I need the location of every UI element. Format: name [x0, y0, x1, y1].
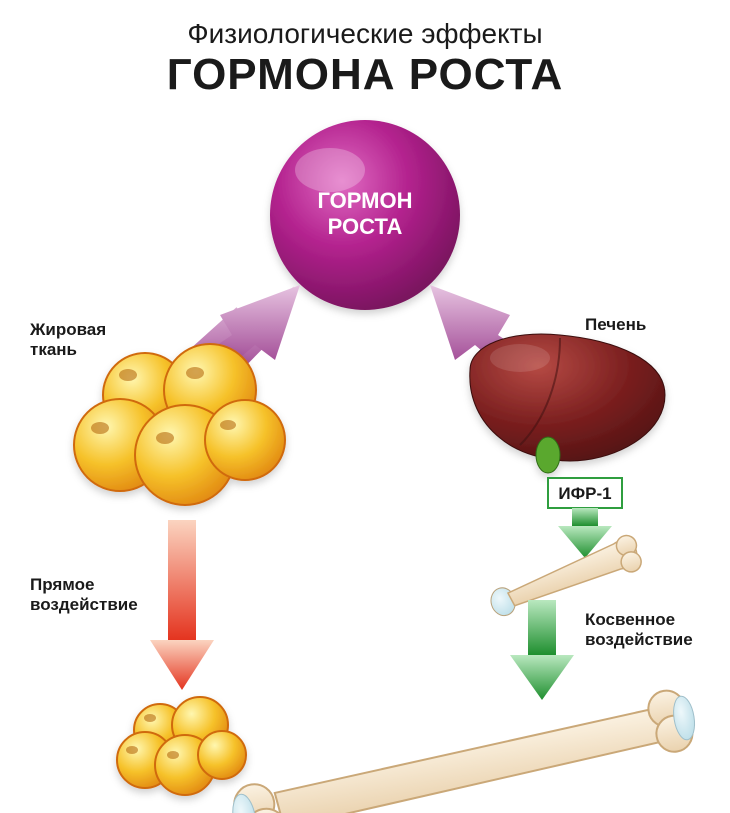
fat-cells-large — [74, 344, 285, 505]
liver-label: Печень — [585, 315, 646, 335]
sphere-label-2: РОСТА — [328, 214, 403, 239]
fat-label: Жировая ткань — [30, 320, 106, 360]
bone-large — [224, 687, 704, 813]
bone-small — [483, 533, 645, 618]
igf-label: ИФР-1 — [558, 484, 611, 503]
fat-cells-small — [117, 697, 246, 795]
diagram-canvas: ГОРМОН РОСТА — [0, 0, 730, 813]
direct-effect-label: Прямое воздействие — [30, 575, 138, 615]
arrow-direct — [150, 520, 214, 690]
indirect-effect-label: Косвенное воздействие — [585, 610, 693, 650]
liver-icon — [470, 334, 665, 473]
igf-arrow-2 — [510, 600, 574, 700]
sphere-label-1: ГОРМОН — [317, 188, 412, 213]
